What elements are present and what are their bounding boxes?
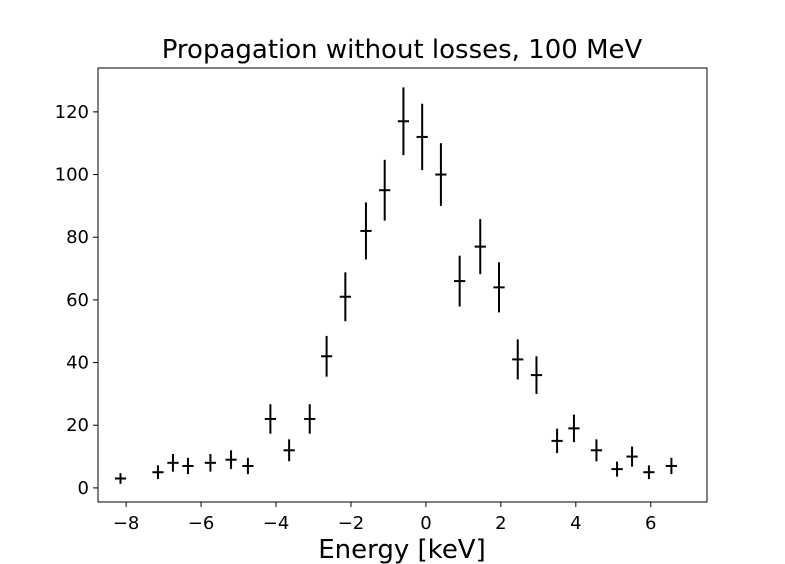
data-point [643, 465, 655, 480]
y-tick-label: 60 [66, 290, 89, 311]
y-tick-label: 120 [55, 102, 89, 123]
data-point [204, 454, 217, 472]
data-point [152, 465, 164, 480]
y-tick-label: 40 [66, 353, 89, 374]
x-tick-label: −2 [338, 513, 365, 534]
data-point [283, 439, 295, 462]
data-point [182, 457, 194, 475]
data-point [611, 461, 623, 477]
x-tick-label: 4 [570, 513, 581, 534]
data-points [114, 87, 678, 484]
data-point [474, 219, 486, 275]
data-point [379, 159, 391, 221]
data-point [568, 414, 580, 443]
data-point [551, 428, 563, 454]
x-tick-label: −6 [188, 513, 215, 534]
data-point [242, 457, 254, 475]
data-point [626, 446, 638, 467]
data-point [512, 339, 524, 380]
data-point [225, 450, 237, 470]
y-tick-label: 0 [78, 478, 89, 499]
data-point [397, 87, 410, 156]
x-axis-ticks: −8 −6 −4 −2 0 2 4 6 [113, 502, 657, 534]
x-tick-label: −8 [113, 513, 140, 534]
data-point [339, 272, 351, 322]
y-tick-label: 80 [66, 227, 89, 248]
y-axis-ticks: 0 20 40 60 80 100 120 [55, 102, 98, 499]
data-point [320, 335, 333, 377]
data-point [360, 202, 372, 260]
data-point [167, 454, 179, 472]
data-point [264, 404, 277, 434]
x-tick-label: 2 [495, 513, 506, 534]
data-point [304, 404, 316, 434]
y-tick-label: 20 [66, 415, 89, 436]
data-point [493, 262, 505, 313]
data-point [454, 255, 466, 307]
x-axis-label: Energy [keV] [318, 535, 486, 564]
data-point [530, 356, 543, 394]
plot-frame [97, 67, 708, 503]
data-point [665, 457, 678, 475]
chart-title: Propagation without losses, 100 MeV [162, 35, 643, 65]
data-point [114, 473, 127, 484]
x-tick-label: −4 [263, 513, 290, 534]
data-point [435, 143, 447, 206]
x-tick-label: 0 [420, 513, 431, 534]
y-tick-label: 100 [55, 165, 89, 186]
x-tick-label: 6 [645, 513, 656, 534]
data-point [590, 439, 603, 462]
data-point [416, 103, 428, 171]
